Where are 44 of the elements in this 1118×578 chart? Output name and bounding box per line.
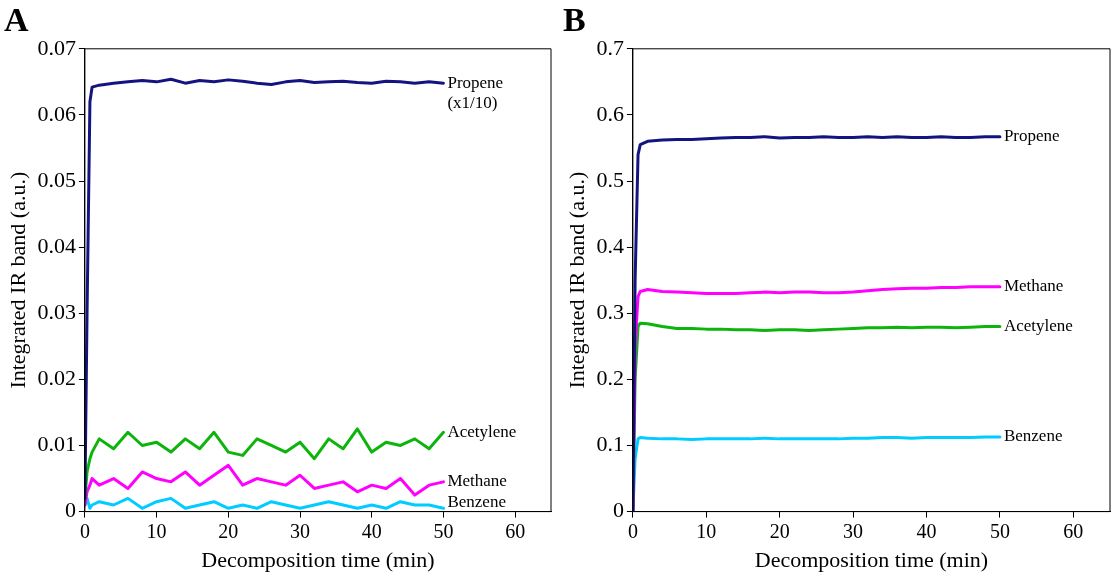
x-tick-label: 0 bbox=[627, 519, 638, 542]
y-tick-label: 0.02 bbox=[37, 365, 76, 391]
series-label: Methane bbox=[1003, 276, 1064, 296]
series-label: Acetylene bbox=[1003, 315, 1073, 335]
y-tick-label: 0.4 bbox=[596, 232, 624, 258]
x-tick-label: 0 bbox=[79, 519, 90, 542]
y-tick-label: 0.3 bbox=[596, 299, 624, 325]
y-tick-label: 0.04 bbox=[37, 232, 76, 258]
x-tick-label: 40 bbox=[361, 519, 382, 542]
y-tick-label: 0.01 bbox=[37, 431, 76, 457]
series-label: Propene bbox=[1003, 126, 1060, 146]
y-tick-label: 0.6 bbox=[596, 100, 624, 126]
x-tick-label: 20 bbox=[218, 519, 239, 542]
x-tick-label: 10 bbox=[146, 519, 167, 542]
x-tick-label: 30 bbox=[290, 519, 311, 542]
x-tick-label: 10 bbox=[696, 519, 717, 542]
y-tick-label: 0 bbox=[612, 497, 624, 523]
x-axis-title: Decomposition time (min) bbox=[754, 546, 989, 572]
x-tick-label: 20 bbox=[769, 519, 790, 542]
y-tick-label: 0.06 bbox=[37, 100, 76, 126]
x-tick-label: 50 bbox=[989, 519, 1010, 542]
x-tick-label: 60 bbox=[505, 519, 526, 542]
x-axis-title: Decomposition time (min) bbox=[201, 546, 435, 572]
y-axis-title: Integrated IR band (a.u.) bbox=[563, 171, 589, 389]
y-tick-label: 0.07 bbox=[37, 34, 76, 60]
y-tick-label: 0 bbox=[64, 497, 76, 523]
series-label: Methane bbox=[447, 471, 507, 491]
series-label: Propene (x1/10) bbox=[447, 72, 504, 112]
x-tick-label: 40 bbox=[916, 519, 937, 542]
y-tick-label: 0.2 bbox=[596, 365, 624, 391]
y-tick-label: 0.05 bbox=[37, 166, 76, 192]
series-label: Benzene bbox=[1003, 426, 1063, 446]
chart-title: B bbox=[563, 1, 586, 39]
series-label: Acetylene bbox=[447, 421, 517, 441]
x-tick-label: 50 bbox=[433, 519, 454, 542]
y-tick-label: 0.7 bbox=[596, 34, 624, 60]
x-tick-label: 30 bbox=[843, 519, 864, 542]
chart-title: A bbox=[4, 1, 29, 39]
y-axis-title: Integrated IR band (a.u.) bbox=[4, 171, 30, 389]
series-label: Benzene bbox=[447, 492, 506, 512]
y-tick-label: 0.03 bbox=[37, 299, 76, 325]
y-tick-label: 0.1 bbox=[596, 431, 624, 457]
y-tick-label: 0.5 bbox=[596, 166, 624, 192]
x-tick-label: 60 bbox=[1063, 519, 1084, 542]
